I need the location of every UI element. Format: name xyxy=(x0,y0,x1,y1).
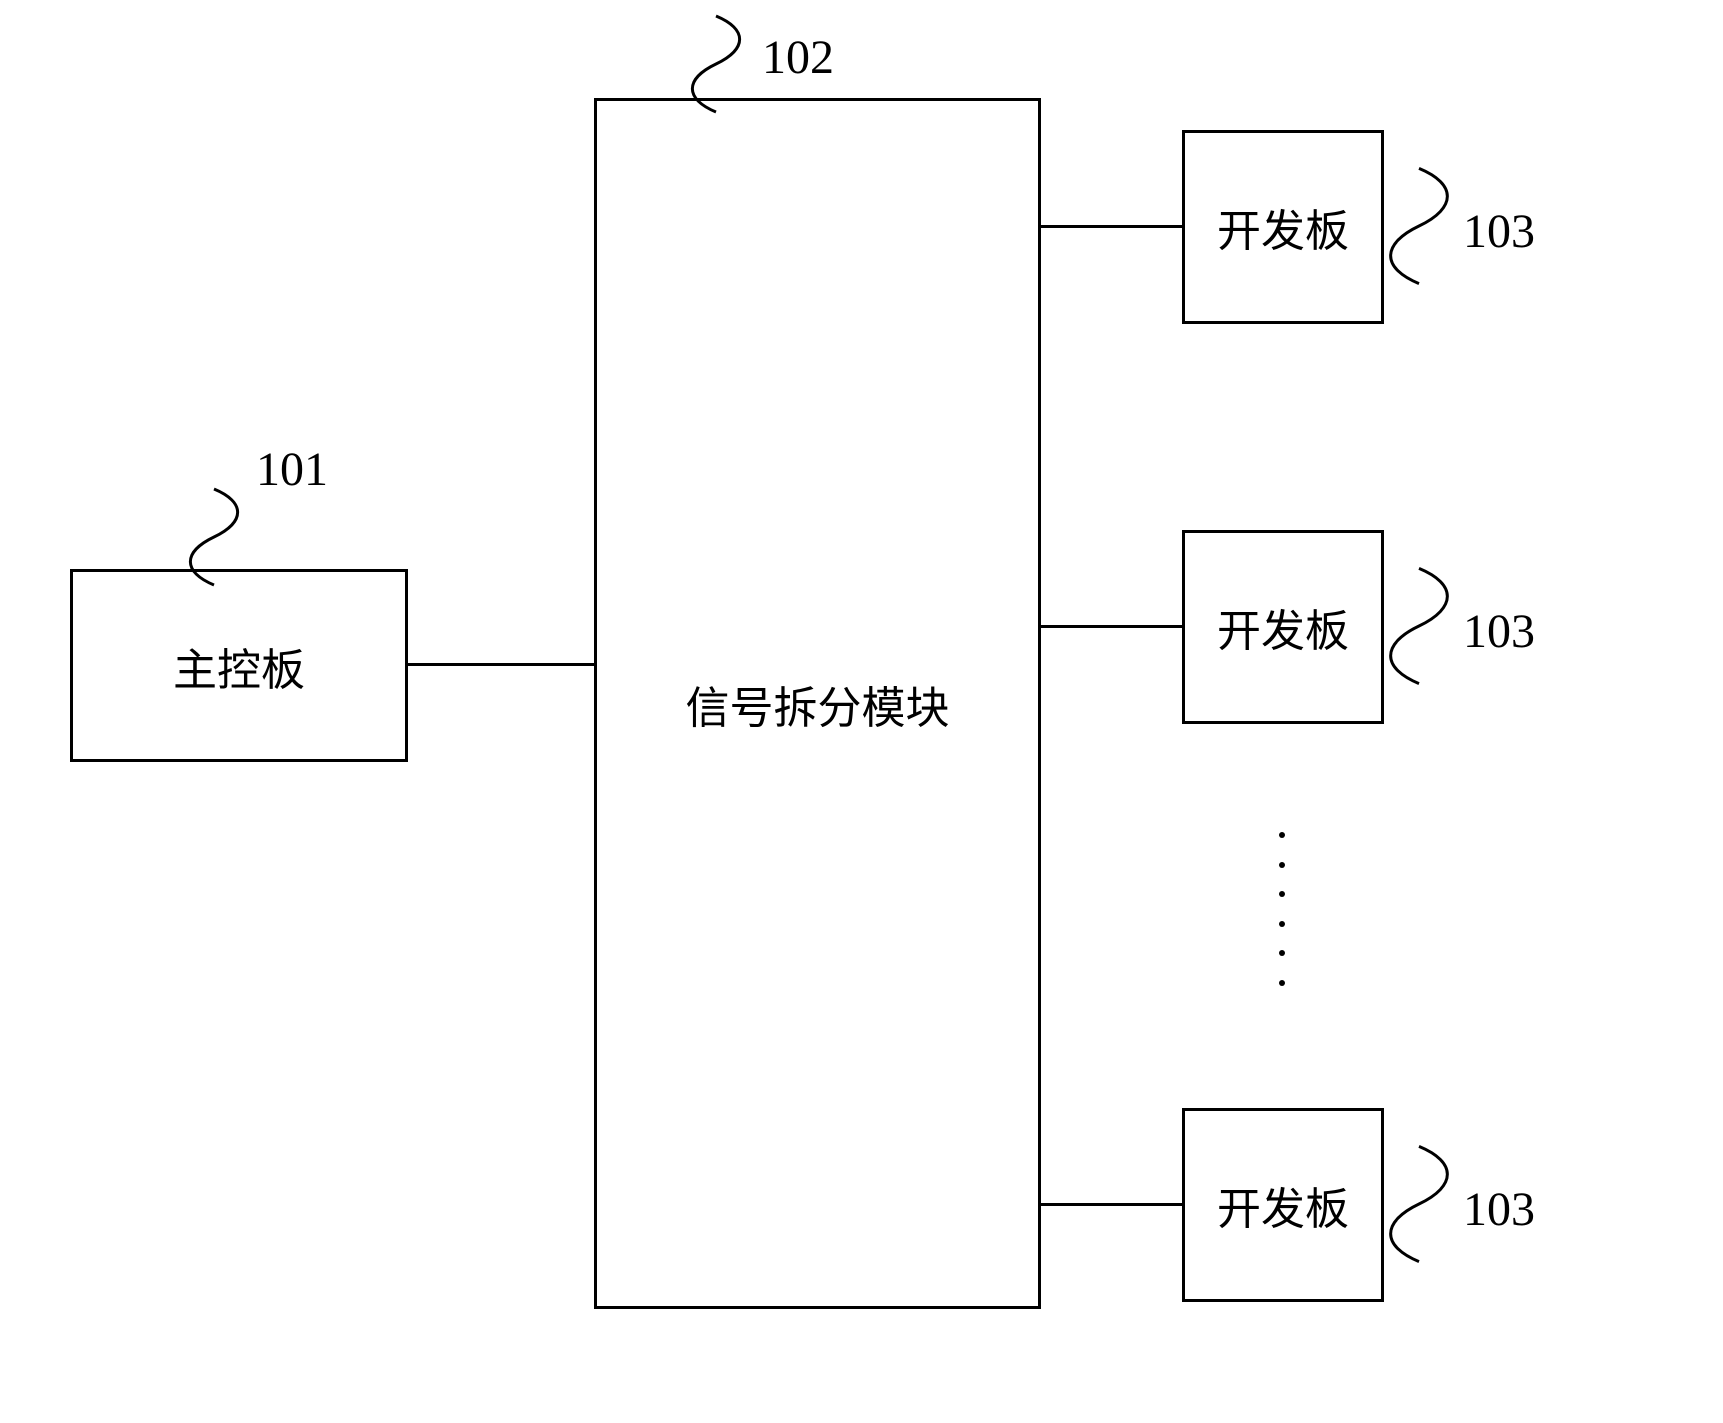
main-controller-label: 主控板 xyxy=(173,634,305,698)
ref-label-103b: 103 xyxy=(1463,604,1535,659)
signal-splitter-box: 信号拆分模块 xyxy=(594,98,1041,1309)
ref-label-101: 101 xyxy=(256,442,328,497)
dev-board-1-label: 开发板 xyxy=(1217,195,1349,259)
squiggle-102 xyxy=(681,14,751,114)
ref-label-103c: 103 xyxy=(1463,1182,1535,1237)
connector-sp-dev1 xyxy=(1041,225,1182,228)
dev-board-2-box: 开发板 xyxy=(1182,530,1384,724)
squiggle-101 xyxy=(179,487,249,587)
signal-splitter-label: 信号拆分模块 xyxy=(686,672,950,736)
dev-board-3-label: 开发板 xyxy=(1217,1173,1349,1237)
dev-board-3-box: 开发板 xyxy=(1182,1108,1384,1302)
squiggle-103b xyxy=(1377,566,1461,686)
squiggle-103a xyxy=(1377,166,1461,286)
squiggle-103c xyxy=(1377,1144,1461,1264)
dev-board-2-label: 开发板 xyxy=(1217,595,1349,659)
connector-sp-dev3 xyxy=(1041,1203,1182,1206)
main-controller-box: 主控板 xyxy=(70,569,408,762)
ref-label-102: 102 xyxy=(762,30,834,85)
connector-sp-dev2 xyxy=(1041,625,1182,628)
vertical-ellipsis xyxy=(1278,832,1286,986)
ref-label-103a: 103 xyxy=(1463,204,1535,259)
dev-board-1-box: 开发板 xyxy=(1182,130,1384,324)
connector-mc-splitter xyxy=(408,663,594,666)
